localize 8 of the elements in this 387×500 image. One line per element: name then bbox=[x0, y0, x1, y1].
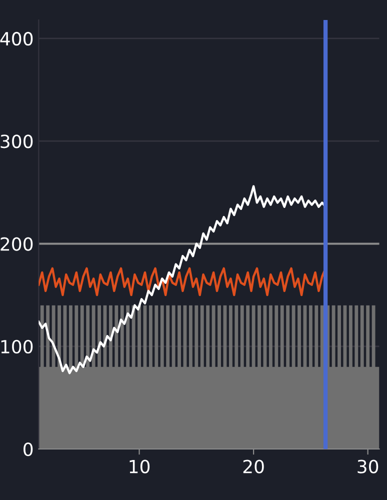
y-tick-label: 0 bbox=[24, 442, 33, 456]
y-tick-label: 400 bbox=[0, 32, 33, 46]
y-tick-label: 100 bbox=[1, 340, 33, 354]
x-tick-label: 10 bbox=[130, 460, 150, 474]
x-tick-label: 20 bbox=[243, 460, 264, 474]
x-tick-label: 30 bbox=[358, 460, 378, 474]
y-tick-label: 300 bbox=[0, 134, 33, 148]
y-tick-label: 200 bbox=[0, 237, 33, 251]
